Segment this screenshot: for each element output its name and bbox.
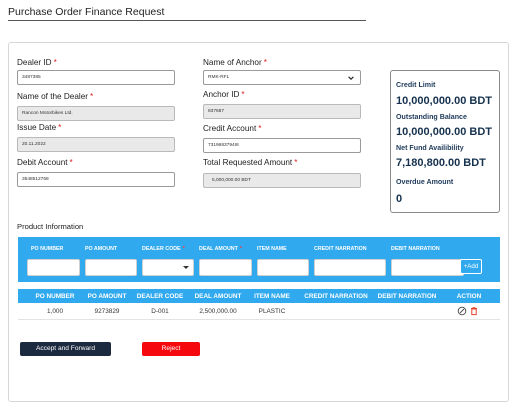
item-name-input[interactable] bbox=[257, 259, 309, 276]
anchor-name-value: RMK-RFL bbox=[208, 75, 230, 80]
net-fund-value: 7,180,800.00 BDT bbox=[396, 157, 486, 169]
cell-deal-amount: 2,500,000.00 bbox=[199, 308, 237, 315]
credit-limit-value: 10,000,000.00 BDT bbox=[396, 95, 493, 107]
entry-header-po-amount: PO AMOUNT bbox=[85, 246, 118, 252]
overdue-label: Overdue Amount bbox=[396, 178, 454, 186]
page-title: Purchase Order Finance Request bbox=[8, 6, 165, 18]
cell-po-amount: 9273829 bbox=[94, 308, 120, 315]
dealer-id-input[interactable]: 3487385 bbox=[17, 70, 175, 85]
debit-account-input[interactable]: 3548512768 bbox=[17, 172, 175, 187]
column-header-dealer-code: DEALER CODE bbox=[136, 293, 184, 300]
chevron-down-icon bbox=[348, 76, 354, 80]
cell-po-number: 1,000 bbox=[47, 308, 63, 315]
anchor-id-input[interactable]: 837687 bbox=[203, 104, 361, 119]
deal-amount-input[interactable] bbox=[199, 259, 252, 276]
add-product-button[interactable]: +Add bbox=[460, 259, 482, 274]
dealer-name-input[interactable]: Rancon Motorbikes Ltd. bbox=[17, 106, 175, 121]
column-header-credit-narration: CREDIT NARRATION bbox=[304, 293, 368, 300]
column-header-action: ACTION bbox=[456, 293, 482, 300]
credit-account-input[interactable]: 7319683794I8 bbox=[203, 138, 361, 153]
column-header-deal-amount: DEAL AMOUNT bbox=[194, 293, 242, 300]
reject-button[interactable]: Reject bbox=[142, 342, 200, 356]
dealer-code-select[interactable] bbox=[142, 259, 194, 276]
debit-narration-input[interactable] bbox=[391, 259, 464, 276]
total-requested-input[interactable]: 5,000,000.00 BDT bbox=[203, 173, 361, 188]
anchor-name-select[interactable]: RMK-RFL bbox=[203, 70, 361, 85]
entry-header-item-name: ITEM NAME bbox=[257, 246, 287, 252]
entry-header-deal-amount: DEAL AMOUNT * bbox=[199, 246, 242, 252]
credit-limit-label: Credit Limit bbox=[396, 81, 436, 89]
product-entry-bar: PO NUMBER PO AMOUNT DEALER CODE * DEAL AM… bbox=[18, 237, 500, 282]
entry-header-debit-narration: DEBIT NARRATION bbox=[391, 246, 440, 252]
credit-narration-input[interactable] bbox=[314, 259, 386, 276]
entry-header-po-number: PO NUMBER bbox=[31, 246, 64, 252]
net-fund-label: Net Fund Availibility bbox=[396, 144, 464, 152]
dealer-id-label: Dealer ID * bbox=[17, 58, 57, 67]
product-table-header: PO NUMBER PO AMOUNT DEALER CODE DEAL AMO… bbox=[18, 289, 500, 303]
debit-account-label: Debit Account * bbox=[17, 158, 73, 167]
entry-header-credit-narration: CREDIT NARRATION bbox=[314, 246, 367, 252]
column-header-debit-narration: DEBIT NARRATION bbox=[377, 293, 437, 300]
po-amount-input[interactable] bbox=[85, 259, 137, 276]
table-row: 1,000 9273829 D-001 2,500,000.00 PLASTIC bbox=[18, 303, 500, 320]
outstanding-balance-label: Outstanding Balance bbox=[396, 113, 467, 121]
overdue-value: 0 bbox=[396, 193, 403, 205]
balance-summary-panel: Credit Limit 10,000,000.00 BDT Outstandi… bbox=[390, 70, 500, 213]
edit-icon[interactable] bbox=[457, 306, 467, 316]
issue-date-label: Issue Date * bbox=[17, 123, 62, 132]
product-information-title: Product Information bbox=[17, 222, 84, 231]
anchor-name-label: Name of Anchor * bbox=[203, 58, 267, 67]
column-header-po-amount: PO AMOUNT bbox=[87, 293, 127, 300]
delete-icon[interactable] bbox=[469, 306, 479, 316]
credit-account-label: Credit Account * bbox=[203, 124, 262, 133]
cell-item-name: PLASTIC bbox=[258, 308, 286, 315]
po-number-input[interactable] bbox=[27, 259, 80, 276]
accept-and-forward-button[interactable]: Accept and Forward bbox=[20, 342, 111, 356]
anchor-id-label: Anchor ID * bbox=[203, 90, 245, 99]
column-header-item-name: ITEM NAME bbox=[254, 293, 290, 300]
issue-date-input[interactable]: 20.11.2022 bbox=[17, 137, 175, 152]
entry-header-dealer-code: DEALER CODE * bbox=[142, 246, 185, 252]
total-requested-label: Total Requested Amount * bbox=[203, 158, 298, 167]
dealer-name-label: Name of the Dealer * bbox=[17, 92, 94, 101]
chevron-down-icon bbox=[183, 266, 189, 269]
title-divider bbox=[8, 20, 366, 21]
column-header-po-number: PO NUMBER bbox=[35, 293, 75, 300]
cell-dealer-code: D-001 bbox=[151, 308, 169, 315]
outstanding-balance-value: 10,000,000.00 BDT bbox=[396, 126, 493, 138]
